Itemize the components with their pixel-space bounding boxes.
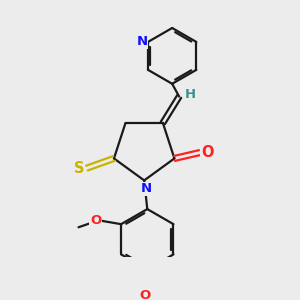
Text: O: O (201, 145, 214, 160)
Text: H: H (184, 88, 196, 101)
Text: S: S (74, 160, 84, 175)
Text: O: O (90, 214, 101, 227)
Text: N: N (136, 35, 148, 48)
Text: N: N (141, 182, 152, 195)
Text: O: O (140, 290, 151, 300)
